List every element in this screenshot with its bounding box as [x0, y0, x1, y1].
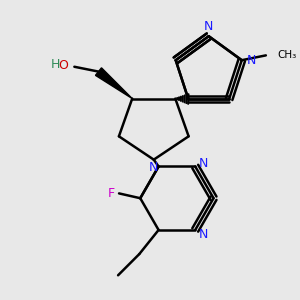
Text: N: N — [198, 228, 208, 241]
Text: N: N — [199, 157, 208, 170]
Text: CH₃: CH₃ — [278, 50, 297, 60]
Text: N: N — [149, 161, 158, 174]
Text: H: H — [50, 58, 60, 71]
Text: F: F — [108, 187, 115, 200]
Polygon shape — [95, 68, 132, 99]
Text: N: N — [247, 54, 256, 67]
Text: O: O — [59, 59, 69, 72]
Text: N: N — [204, 20, 213, 33]
